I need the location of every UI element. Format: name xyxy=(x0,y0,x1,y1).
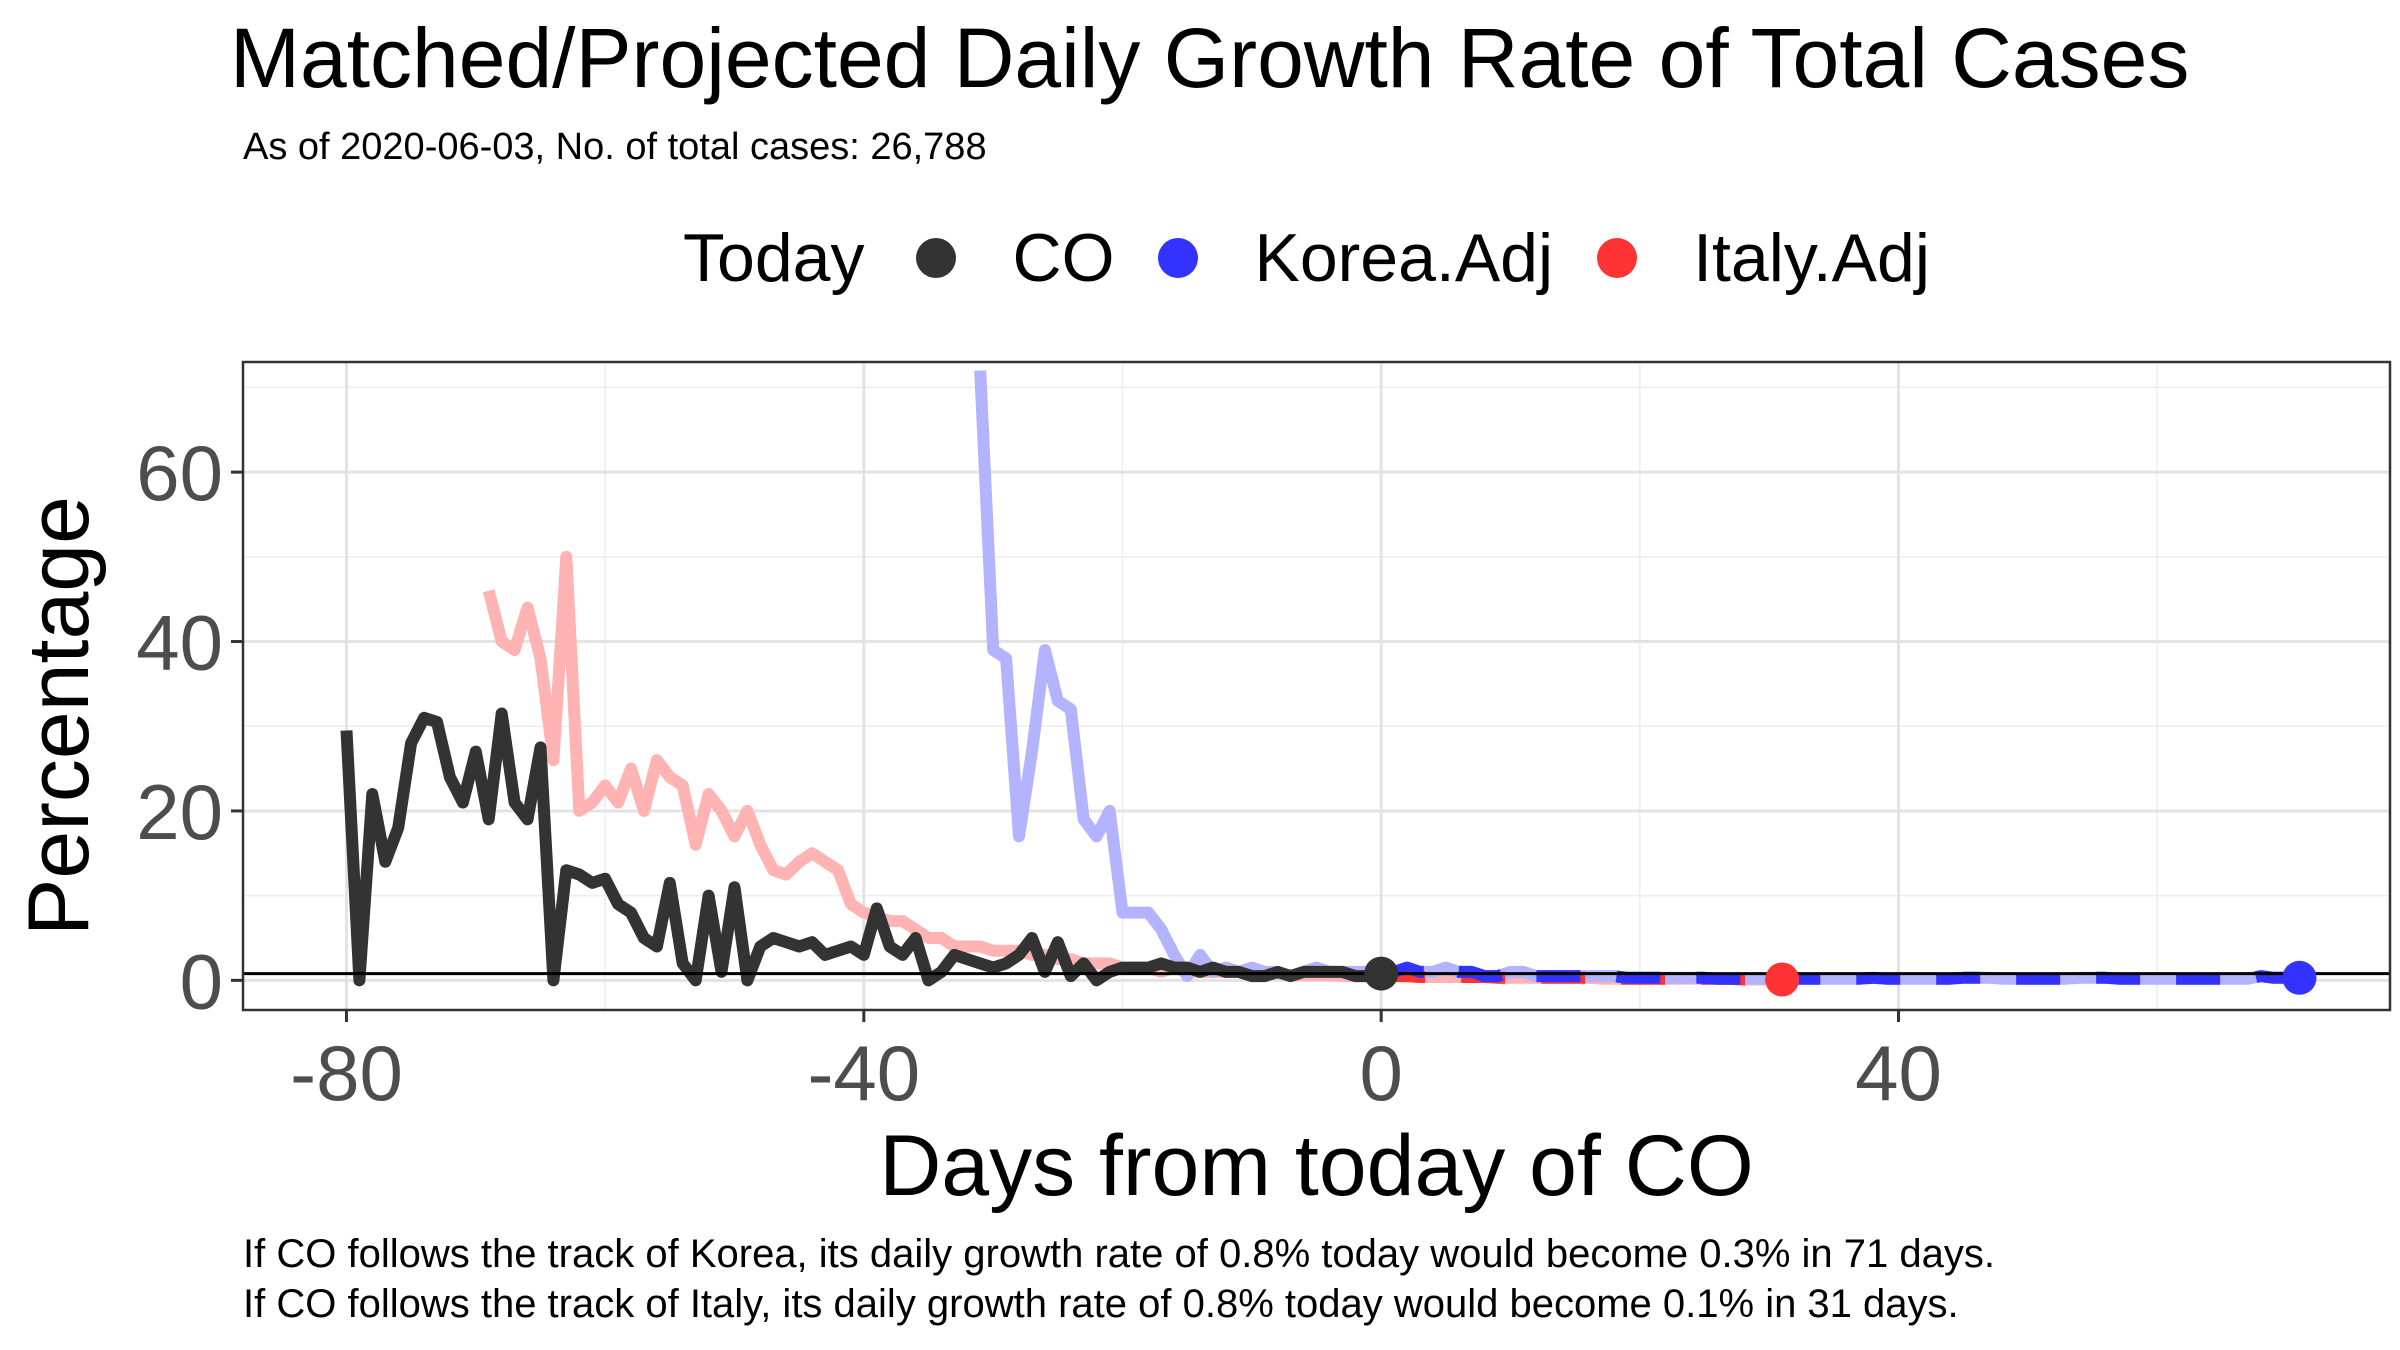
legend-italy-dot xyxy=(1597,238,1638,278)
caption-italy: If CO follows the track of Italy, its da… xyxy=(243,1282,1959,1326)
y-tick-label: 20 xyxy=(136,768,223,856)
chart-subtitle: As of 2020-06-03, No. of total cases: 26… xyxy=(243,126,987,168)
x-tick-label: -80 xyxy=(290,1029,403,1117)
legend: Today CO Korea.Adj Italy.Adj xyxy=(683,218,1974,298)
today-point-italy-adj xyxy=(1765,962,1800,997)
y-tick-label: 0 xyxy=(180,937,223,1025)
legend-item-korea: Korea.Adj xyxy=(1158,219,1553,297)
legend-item-italy: Italy.Adj xyxy=(1597,219,1930,297)
legend-co-dot xyxy=(916,238,957,278)
legend-korea-dot xyxy=(1158,238,1199,278)
today-point-co xyxy=(1364,956,1399,991)
caption-korea: If CO follows the track of Korea, its da… xyxy=(243,1232,1995,1276)
y-tick-label: 40 xyxy=(136,599,223,687)
today-point-korea-adj xyxy=(2282,960,2317,995)
legend-co-label: CO xyxy=(1012,220,1115,296)
chart-title: Matched/Projected Daily Growth Rate of T… xyxy=(230,11,2190,105)
legend-item-co: CO xyxy=(916,219,1114,297)
x-tick-label: 0 xyxy=(1359,1029,1402,1117)
y-tick-label: 60 xyxy=(136,429,223,517)
series-group xyxy=(340,370,2300,987)
x-tick-label: -40 xyxy=(807,1029,920,1117)
x-axis-title: Days from today of CO xyxy=(879,1118,1754,1214)
legend-title: Today xyxy=(683,220,865,296)
series-line-co xyxy=(340,707,1383,987)
legend-italy-label: Italy.Adj xyxy=(1693,220,1930,296)
plot-panel xyxy=(243,362,2390,1010)
y-axis-title: Percentage xyxy=(11,496,107,936)
plot-border xyxy=(241,360,2392,1012)
legend-korea-label: Korea.Adj xyxy=(1254,220,1554,296)
x-tick-label: 40 xyxy=(1855,1029,1942,1117)
